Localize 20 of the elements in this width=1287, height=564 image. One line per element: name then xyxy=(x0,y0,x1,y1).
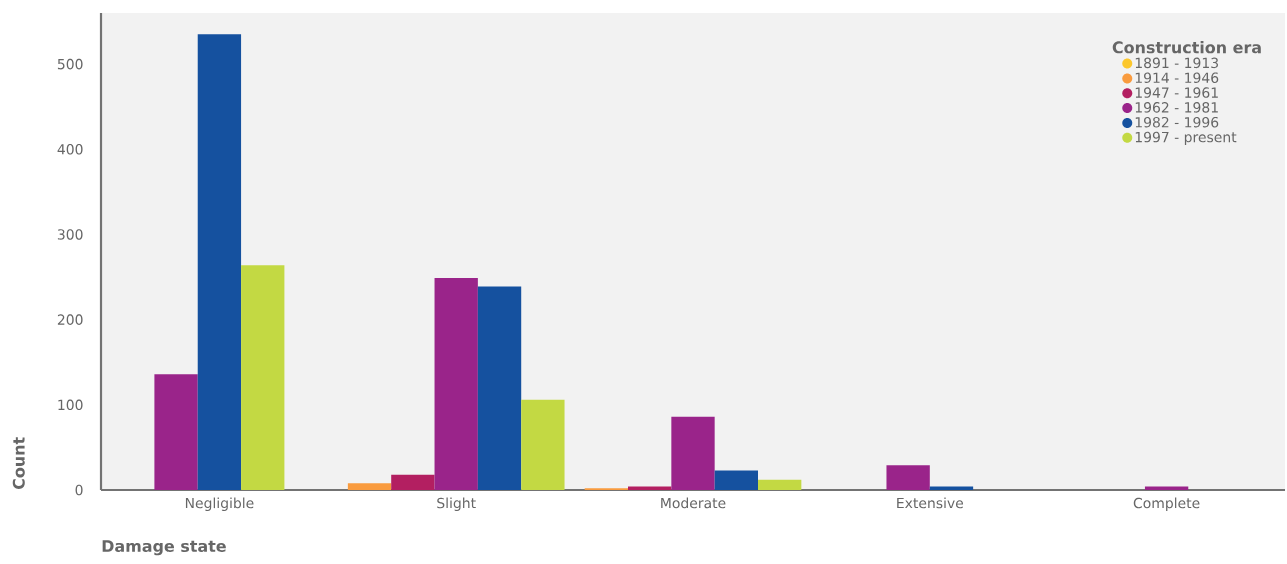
x-tick-label: Negligible xyxy=(185,497,254,512)
legend-title: Construction era xyxy=(1112,41,1261,54)
y-tick-label: 500 xyxy=(57,58,83,70)
y-tick-label: 0 xyxy=(75,484,83,496)
y-tick-label: 300 xyxy=(57,229,83,240)
y-tick-label: 100 xyxy=(58,399,83,411)
legend-label: 1962 - 1981 xyxy=(1135,102,1218,113)
legend-label: 1982 - 1996 xyxy=(1135,116,1219,128)
x-tick-label: Extensive xyxy=(897,497,964,509)
legend-label: 1891 - 1913 xyxy=(1135,57,1219,69)
x-tick-label: Slight xyxy=(437,497,476,512)
y-axis-title: Count xyxy=(12,437,25,489)
y-tick-label: 200 xyxy=(57,314,83,325)
x-tick-label: Moderate xyxy=(661,497,726,509)
legend-label: 1997 - present xyxy=(1135,131,1237,146)
y-tick-label: 400 xyxy=(57,144,83,155)
legend-label: 1914 - 1946 xyxy=(1135,72,1219,84)
legend-label: 1947 - 1961 xyxy=(1135,87,1218,98)
x-axis-title: Damage state xyxy=(102,540,226,556)
x-tick-label: Complete xyxy=(1133,497,1200,512)
